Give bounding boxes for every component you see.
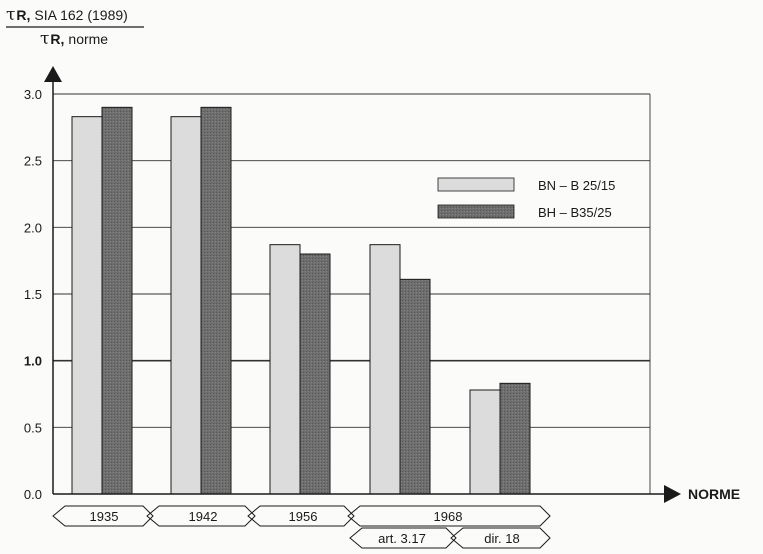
y-tick-label: 2.5 (24, 154, 42, 169)
sub-label-dir18: dir. 18 (484, 531, 519, 546)
ylabel-num-text: SIA 162 (1989) (34, 7, 127, 23)
category-label-1956: 1956 (289, 509, 318, 524)
bar-bh-1942 (200, 106, 232, 495)
ylabel-den-text: norme (68, 31, 108, 47)
sub-arrow-dir18 (450, 527, 551, 549)
legend-swatch-bh (437, 204, 515, 219)
bar-bn-dir-18 (469, 389, 501, 495)
legend-label-bh: BH – B35/25 (538, 205, 612, 220)
y-tick-label: 3.0 (24, 87, 42, 102)
y-tick-label: 0.0 (24, 487, 42, 502)
category-arrow-1942 (146, 505, 256, 527)
x-axis-arrow-icon (664, 485, 681, 503)
bars (71, 106, 531, 495)
bar-bn-1942 (170, 116, 202, 495)
bar-bh-1956 (299, 253, 331, 495)
category-arrow-1956 (247, 505, 355, 527)
y-tick-labels: 0.0 0.5 1.0 1.5 2.0 2.5 3.0 (24, 87, 42, 502)
legend-label-bn: BN – B 25/15 (538, 178, 615, 193)
ylabel-num-sub: R, (16, 7, 30, 23)
legend-swatch-bn (437, 177, 515, 192)
svg-text:τR,norme: τR, norme (40, 29, 108, 49)
category-arrow-1968 (347, 505, 551, 527)
sub-arrow-art317 (349, 527, 457, 549)
y-tick-label: 1.5 (24, 287, 42, 302)
category-label-1935: 1935 (90, 509, 119, 524)
bar-bn-art-3-17 (369, 244, 401, 495)
bar-bn-1956 (269, 244, 301, 495)
svg-text:τR,SIA 162 (1989): τR, SIA 162 (1989) (6, 5, 128, 25)
ylabel-den-sub: R, (50, 31, 64, 47)
axes: NORME (44, 66, 740, 503)
bar-bh-dir-18 (499, 382, 531, 495)
y-tick-label: 2.0 (24, 220, 42, 235)
bar-bn-1935 (71, 116, 103, 495)
x-axis-label: NORME (688, 486, 740, 502)
bar-bh-1935 (101, 106, 133, 495)
gridlines (53, 93, 651, 494)
category-label-1942: 1942 (189, 509, 218, 524)
bar-bh-art-3-17 (399, 278, 431, 495)
legend: BN – B 25/15 BH – B35/25 (437, 177, 615, 220)
category-arrow-1935 (52, 505, 154, 527)
ylabel-den-symbol: τ (40, 29, 49, 49)
sub-label-art317: art. 3.17 (378, 531, 426, 546)
y-tick-label: 0.5 (24, 420, 42, 435)
y-axis-label: τR, SIA 162 (1989) τR, norme (6, 5, 144, 49)
ylabel-num-symbol: τ (6, 5, 15, 25)
x-category-labels: 1935 1942 1956 1968 art. 3.17 dir. 18 (52, 505, 551, 549)
y-tick-label: 1.0 (24, 354, 42, 369)
category-label-1968: 1968 (434, 509, 463, 524)
y-axis-arrow-icon (44, 66, 62, 82)
